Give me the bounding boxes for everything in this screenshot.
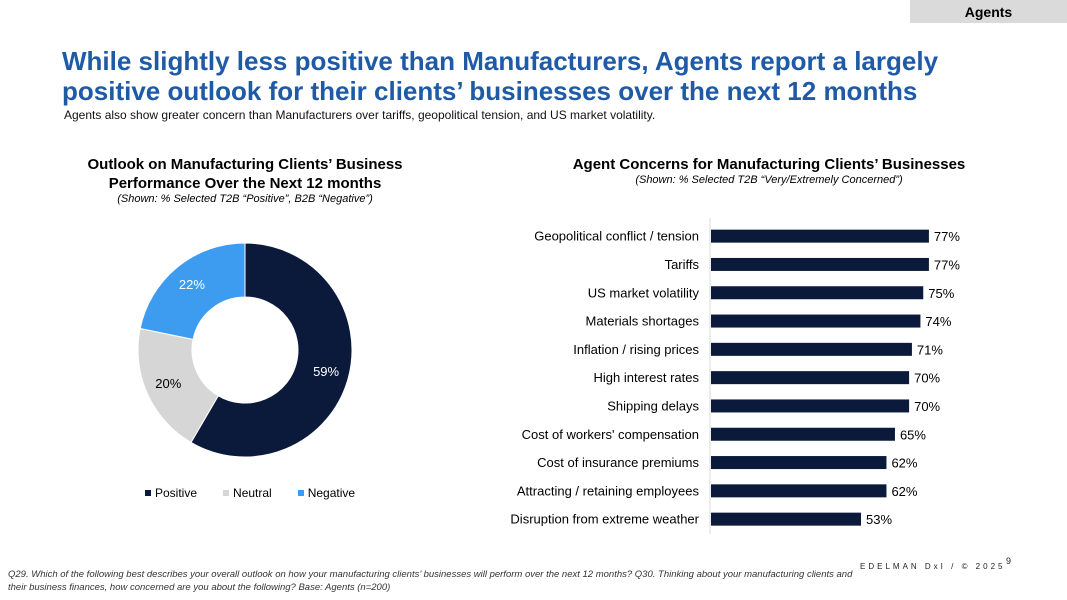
bar-category-label: Geopolitical conflict / tension	[534, 229, 699, 244]
page-subtitle: Agents also show greater concern than Ma…	[64, 108, 656, 122]
bar-category-label: US market volatility	[588, 285, 700, 300]
bar	[711, 456, 887, 470]
bar-category-label: Shipping delays	[607, 398, 699, 413]
bar-category-label: Inflation / rising prices	[573, 342, 699, 357]
bar	[711, 427, 895, 441]
bar	[711, 257, 929, 271]
bar	[711, 484, 887, 498]
bar-value-label: 71%	[917, 342, 943, 357]
legend-label-positive: Positive	[155, 486, 198, 500]
page-title: While slightly less positive than Manufa…	[62, 46, 939, 106]
bar-value-label: 77%	[934, 229, 960, 244]
bar-value-label: 75%	[928, 286, 954, 301]
bar	[711, 342, 912, 356]
donut-slice-positive	[190, 242, 353, 458]
bar-category-label: Cost of insurance premiums	[537, 455, 699, 470]
bar-category-label: Attracting / retaining employees	[517, 483, 700, 498]
footnote: Q29. Which of the following best describ…	[8, 569, 853, 593]
bar-category-label: Cost of workers' compensation	[522, 427, 699, 442]
donut-chart: 59% 20% 22%	[137, 242, 353, 458]
donut-chart-subtitle: (Shown: % Selected T2B “Positive”, B2B “…	[117, 193, 373, 205]
legend-item-negative: Negative	[297, 486, 356, 500]
bar-chart-title: Agent Concerns for Manufacturing Clients…	[572, 156, 966, 173]
bar-value-label: 62%	[891, 456, 917, 471]
donut-legend: Positive Neutral Negative	[145, 486, 355, 500]
donut-label-positive: 59%	[313, 364, 339, 379]
legend-item-neutral: Neutral	[223, 486, 272, 500]
bar	[711, 286, 924, 300]
bar	[711, 399, 910, 413]
donut-slice-neutral	[137, 327, 219, 444]
bar	[711, 371, 910, 385]
donut-slice-negative	[139, 242, 246, 340]
section-tag: Agents	[910, 0, 1067, 23]
bar-value-label: 70%	[914, 399, 940, 414]
bar-value-label: 53%	[866, 512, 892, 527]
page-number: 9	[1006, 556, 1012, 566]
bar-chart: Geopolitical conflict / tension 77% Tariff…	[510, 218, 960, 534]
bar-value-label: 62%	[891, 484, 917, 499]
bar-value-label: 77%	[934, 257, 960, 272]
bar-category-label: High interest rates	[594, 370, 700, 385]
bar-category-label: Tariffs	[665, 257, 700, 272]
legend-label-neutral: Neutral	[233, 486, 272, 500]
bar	[711, 229, 929, 243]
legend-label-negative: Negative	[307, 486, 356, 500]
donut-chart-title: Outlook on Manufacturing Clients’ Busine…	[87, 156, 403, 192]
bar-value-label: 70%	[914, 371, 940, 386]
legend-item-positive: Positive	[145, 486, 197, 500]
legend-swatch-neutral	[223, 490, 230, 496]
bar-chart-subtitle: (Shown: % Selected T2B “Very/Extremely C…	[635, 174, 903, 186]
legend-swatch-positive	[145, 490, 151, 496]
bar-value-label: 74%	[925, 314, 951, 329]
brand-mark: EDELMAN DxI / © 2025	[860, 562, 1006, 571]
donut-label-negative: 22%	[179, 277, 205, 292]
bar-category-label: Disruption from extreme weather	[510, 512, 699, 527]
bar	[711, 512, 861, 526]
bar	[711, 314, 921, 328]
bar-category-label: Materials shortages	[586, 314, 700, 329]
legend-swatch-negative	[297, 490, 304, 496]
bar-value-label: 65%	[900, 427, 926, 442]
donut-label-neutral: 20%	[155, 376, 181, 391]
